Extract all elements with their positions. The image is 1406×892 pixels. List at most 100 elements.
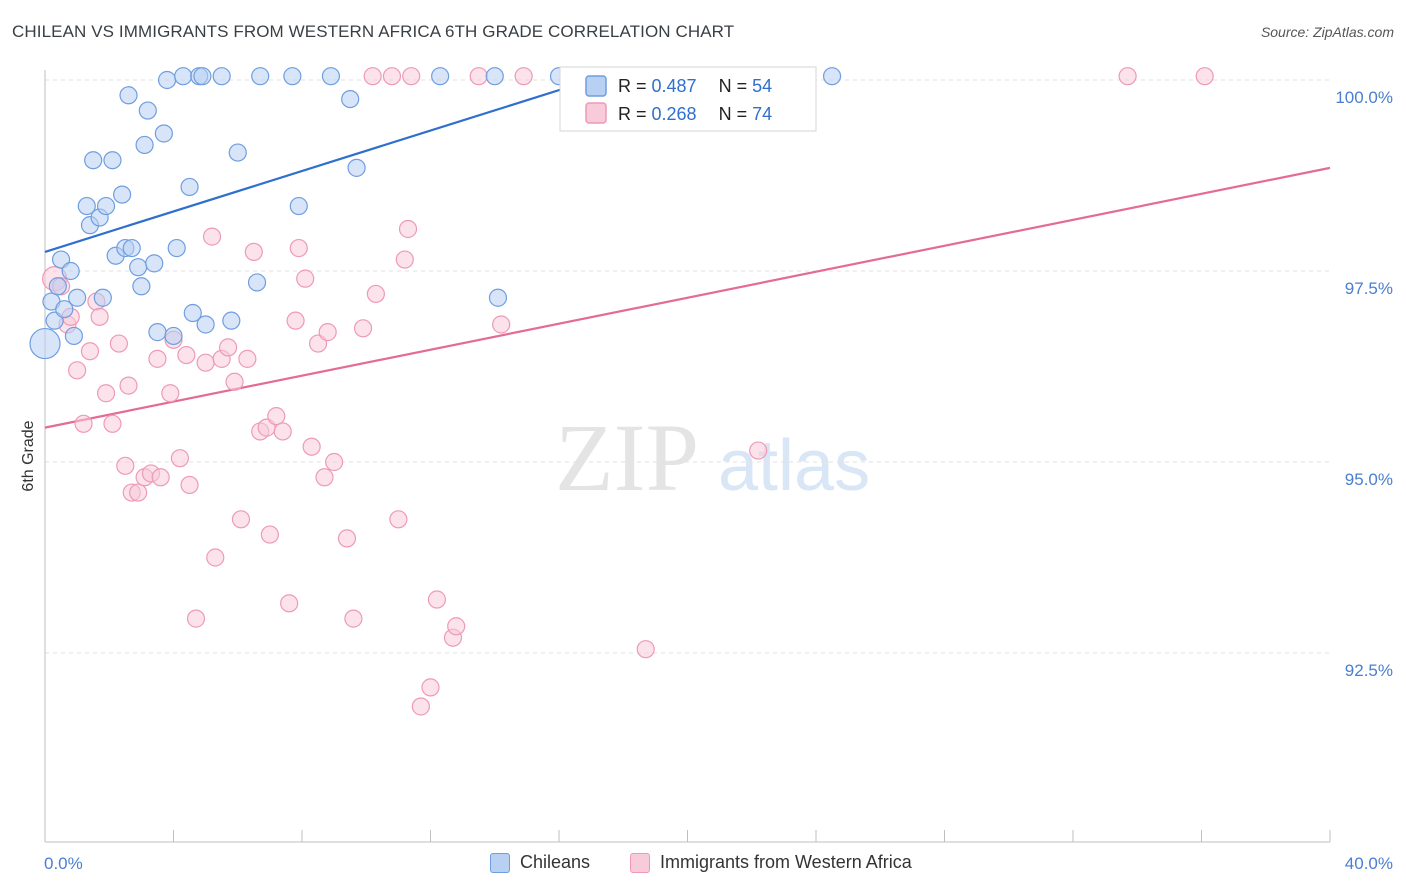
point-immigrants-50: [344, 609, 363, 628]
watermark-atlas: atlas: [718, 426, 870, 506]
point-chileans-14: [96, 196, 116, 216]
point-immigrants-15: [129, 483, 148, 502]
point-immigrants-39: [273, 422, 292, 441]
point-chileans-0: [29, 327, 61, 360]
legend-r-label: R =: [618, 104, 652, 124]
point-immigrants-37: [260, 525, 279, 544]
point-chileans-47: [431, 67, 450, 86]
point-chileans-22: [132, 277, 151, 296]
legend-r-chileans: 0.487: [652, 76, 697, 96]
legend-r-label: R =: [618, 76, 652, 96]
point-immigrants-72: [1118, 67, 1137, 86]
point-immigrants-12: [116, 456, 135, 475]
point-immigrants-20: [161, 384, 180, 403]
legend-item-chileans: Chileans: [490, 852, 590, 873]
point-immigrants-13: [119, 376, 138, 395]
point-immigrants-8: [90, 307, 109, 326]
point-immigrants-46: [315, 468, 334, 487]
stats-legend: R = 0.487 N = 54 R = 0.268 N = 74: [559, 66, 817, 132]
point-chileans-36: [196, 315, 215, 334]
legend-swatch-immigrants: [585, 102, 607, 124]
point-chileans-40: [247, 273, 267, 292]
point-immigrants-55: [389, 510, 408, 529]
trend-line-immigrants: [44, 166, 1331, 429]
point-immigrants-22: [170, 449, 190, 468]
point-chileans-45: [341, 89, 360, 109]
point-chileans-26: [148, 323, 167, 342]
trend-line-chileans: [44, 78, 592, 253]
point-chileans-32: [180, 177, 199, 197]
point-immigrants-49: [337, 529, 357, 548]
point-chileans-46: [347, 158, 366, 177]
y-tick-label-1: 97.5%: [1345, 279, 1393, 298]
legend-n-label: N =: [719, 76, 753, 96]
data-points: [29, 67, 1214, 716]
point-immigrants-31: [225, 372, 244, 391]
point-chileans-13: [93, 288, 112, 307]
point-chileans-44: [321, 67, 341, 86]
y-axis-label: 6th Grade: [20, 420, 37, 491]
point-immigrants-56: [395, 250, 414, 269]
point-immigrants-25: [186, 609, 206, 628]
y-tick-label-3: 92.5%: [1345, 661, 1393, 680]
x-tick-label-min: 0.0%: [44, 854, 83, 873]
point-immigrants-70: [636, 640, 655, 659]
point-immigrants-51: [353, 319, 373, 338]
point-immigrants-58: [402, 67, 421, 86]
point-chileans-20: [122, 238, 141, 258]
point-immigrants-41: [286, 311, 305, 330]
point-chileans-41: [251, 67, 270, 86]
point-immigrants-52: [363, 67, 382, 86]
point-chileans-29: [164, 326, 183, 346]
point-immigrants-73: [1195, 67, 1214, 86]
point-immigrants-26: [196, 353, 215, 372]
point-immigrants-59: [411, 697, 430, 716]
point-immigrants-6: [80, 342, 100, 361]
y-tick-label-0: 100.0%: [1335, 88, 1393, 107]
legend-label-immigrants: Immigrants from Western Africa: [660, 852, 912, 872]
legend-n-label: N =: [719, 104, 753, 124]
point-chileans-3: [48, 277, 67, 296]
point-chileans-25: [145, 254, 164, 273]
chart-title: CHILEAN VS IMMIGRANTS FROM WESTERN AFRIC…: [12, 22, 735, 41]
legend-n-chileans: 54: [752, 76, 772, 96]
watermark: ZIP atlas: [555, 404, 870, 511]
point-immigrants-63: [447, 617, 466, 636]
point-immigrants-61: [427, 590, 447, 609]
point-chileans-21: [129, 258, 148, 277]
point-chileans-33: [183, 303, 202, 323]
point-chileans-17: [112, 185, 132, 204]
trend-lines: [44, 78, 1331, 429]
point-immigrants-27: [202, 227, 222, 246]
point-immigrants-66: [514, 67, 533, 86]
point-chileans-39: [228, 143, 247, 162]
point-immigrants-47: [318, 323, 337, 342]
legend-r-immigrants: 0.268: [652, 104, 697, 124]
point-chileans-37: [212, 67, 231, 86]
point-immigrants-42: [289, 238, 308, 258]
watermark-zip: ZIP: [555, 404, 699, 511]
point-immigrants-32: [231, 510, 251, 529]
point-chileans-5: [55, 300, 74, 319]
point-chileans-9: [77, 196, 96, 216]
point-immigrants-40: [280, 594, 299, 613]
point-chileans-28: [157, 70, 177, 90]
point-immigrants-54: [382, 67, 402, 86]
point-chileans-30: [167, 238, 186, 258]
legend-swatch-chileans: [585, 75, 607, 97]
point-chileans-11: [84, 151, 103, 170]
point-immigrants-11: [109, 334, 128, 353]
point-immigrants-4: [68, 361, 87, 380]
point-chileans-42: [283, 67, 302, 86]
point-immigrants-19: [151, 468, 170, 487]
point-chileans-19: [119, 86, 138, 105]
point-chileans-7: [64, 326, 84, 346]
point-immigrants-65: [492, 315, 511, 334]
point-immigrants-28: [206, 548, 225, 567]
point-immigrants-43: [296, 269, 315, 288]
point-immigrants-48: [325, 452, 344, 472]
legend-swatch-chileans-bottom: [490, 852, 510, 873]
